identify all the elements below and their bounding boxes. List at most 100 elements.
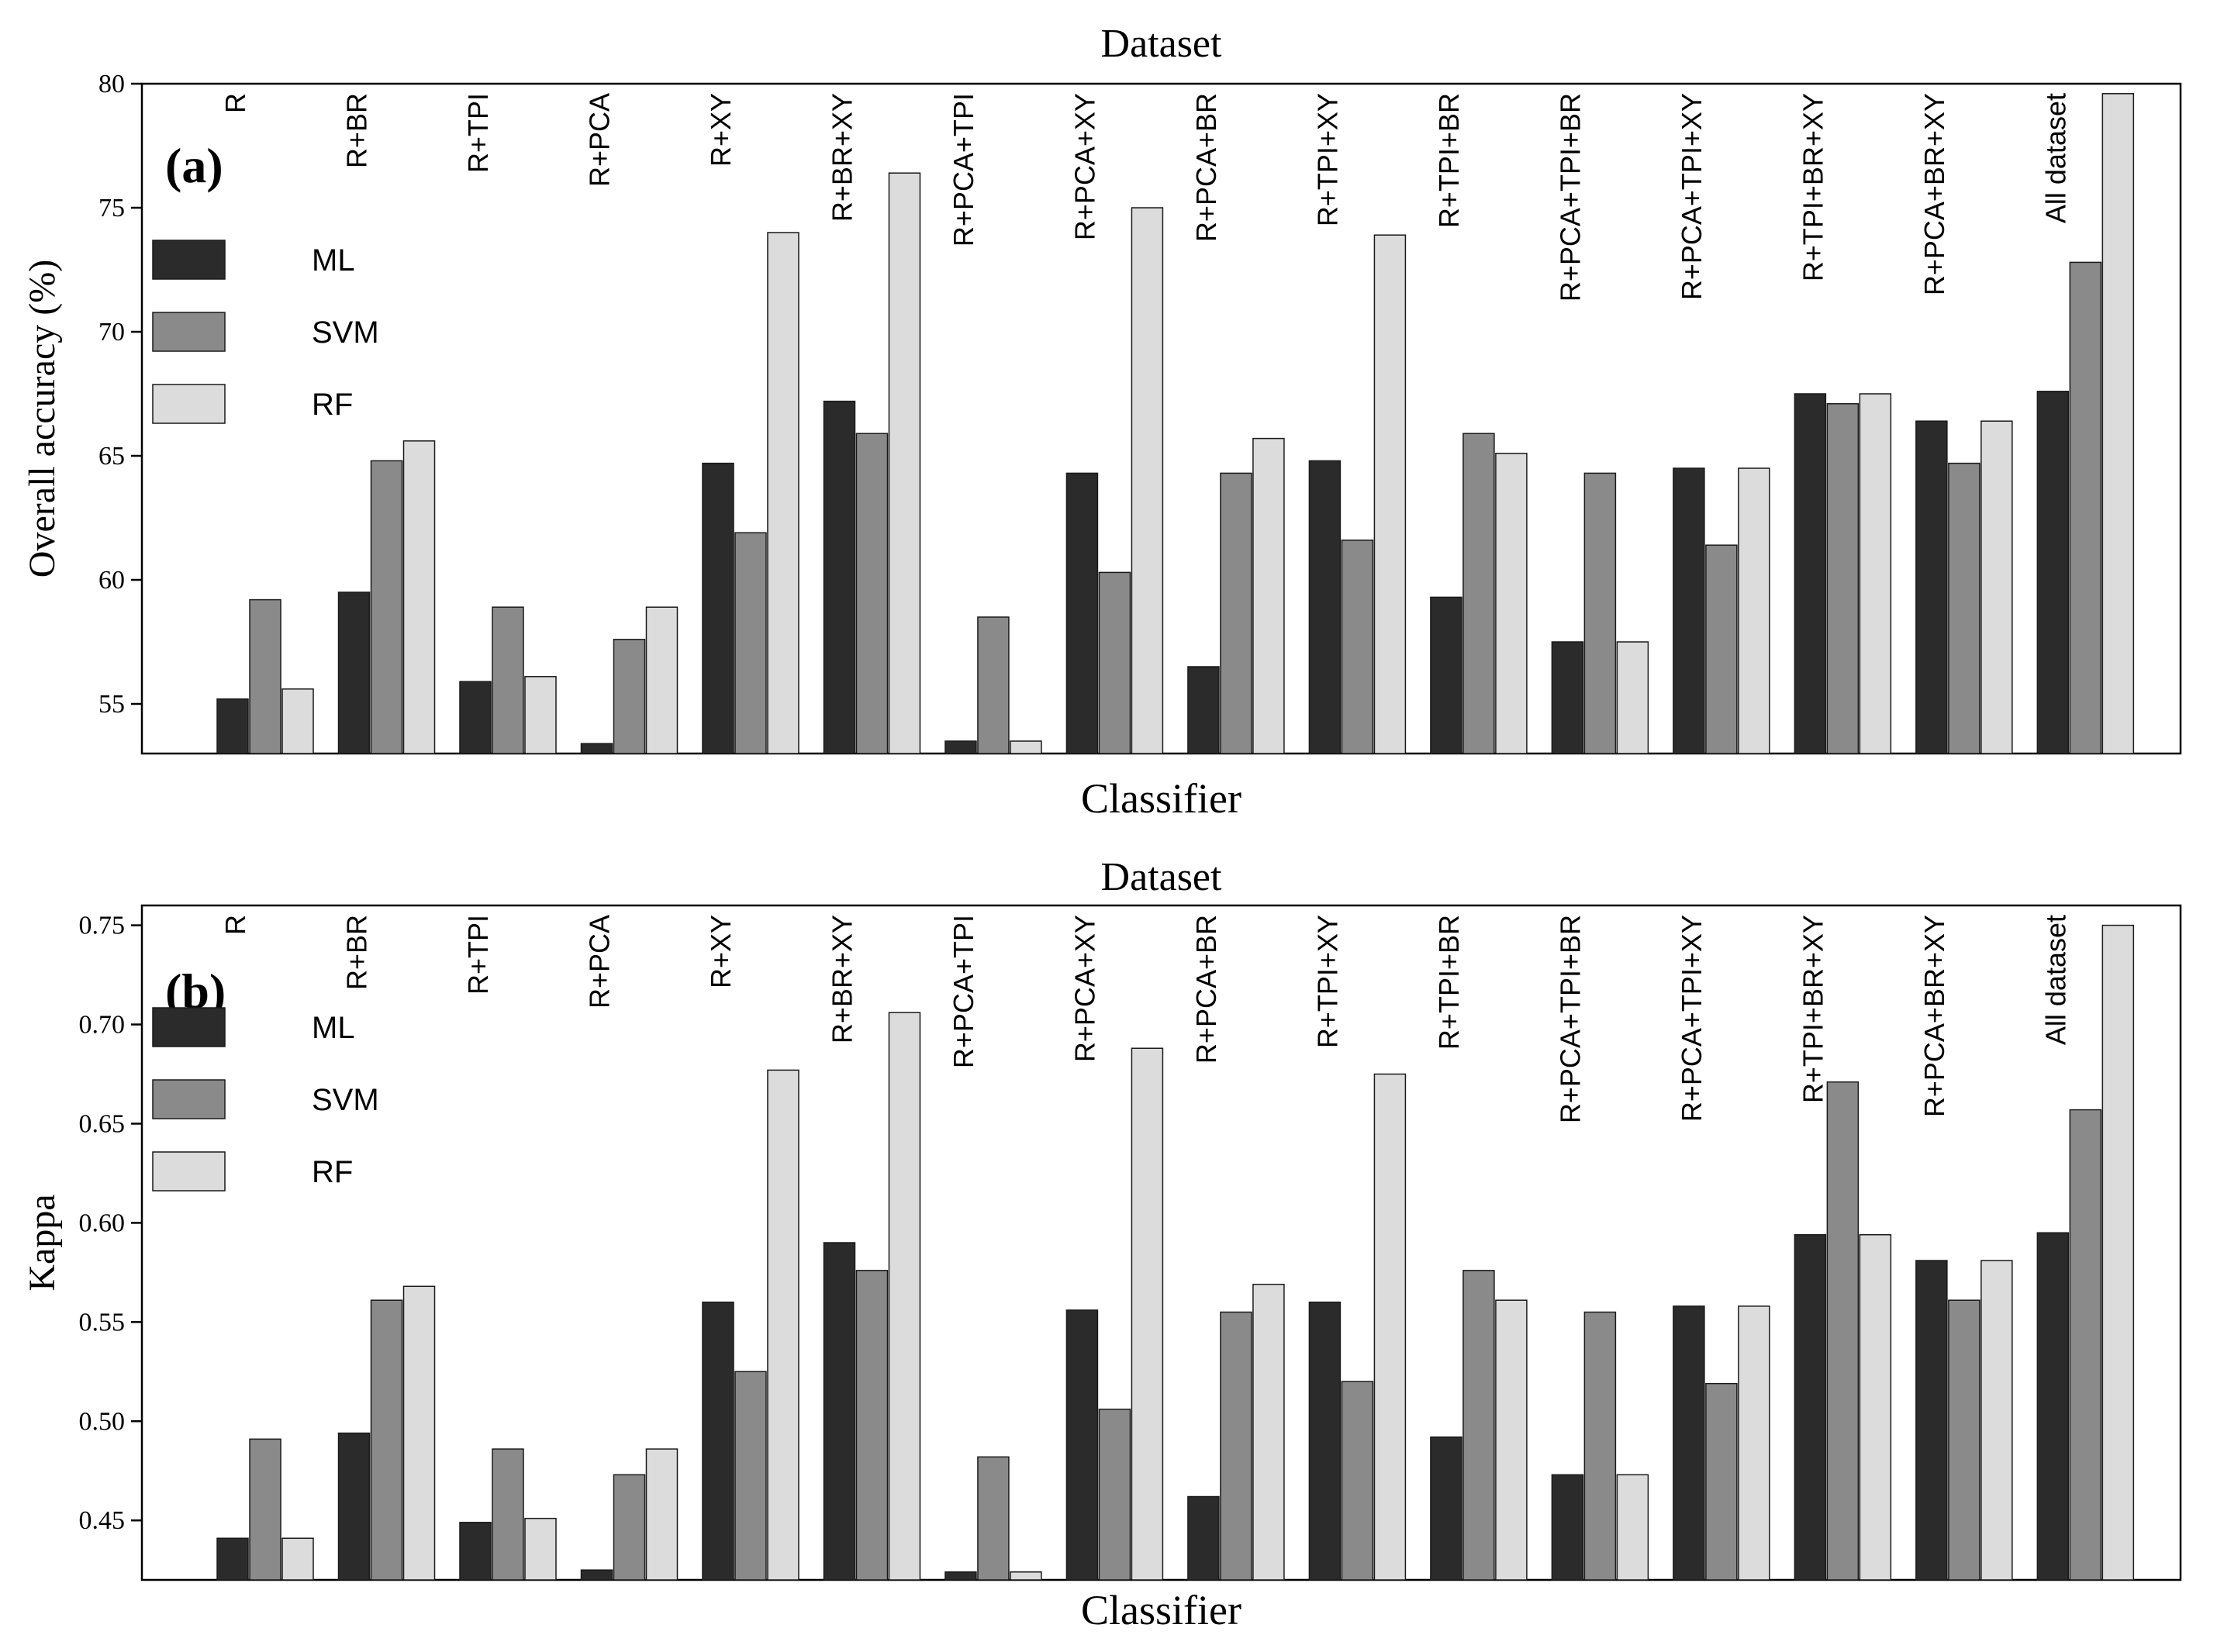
bar-ml: [1673, 1305, 1705, 1581]
legend: ML SVM RF: [152, 240, 379, 424]
category-label: R+PCA+BR+XY: [1918, 915, 1950, 1117]
bar-ml: [823, 1242, 856, 1581]
bar-svm: [1341, 1381, 1374, 1581]
bar-rf: [1373, 1073, 1407, 1581]
bar-svm: [1462, 1270, 1495, 1581]
category-label: R+BR: [341, 915, 373, 990]
bar-ml: [702, 462, 734, 754]
bar-rf: [1738, 1305, 1770, 1581]
bar-svm: [1583, 1311, 1617, 1581]
y-tick-label: 0.55: [79, 1308, 126, 1336]
legend-swatch-rf: [152, 384, 226, 424]
legend-label: SVM: [312, 316, 379, 350]
category-label: R: [219, 93, 251, 113]
bar-rf: [767, 232, 799, 754]
bar-svm: [1948, 1299, 1980, 1581]
bar-ml: [1308, 1302, 1342, 1581]
bar-svm: [734, 532, 767, 754]
category-label: R+PCA+TPI+BR: [1554, 915, 1586, 1123]
bar-ml: [1308, 460, 1342, 754]
bar-ml: [459, 1522, 492, 1581]
bar-svm: [977, 616, 1010, 754]
bar-ml: [459, 681, 492, 754]
chart-title: Dataset: [1101, 22, 1222, 66]
bar-ml: [1915, 420, 1948, 754]
bar-svm: [1948, 462, 1980, 754]
category-label: R+TPI+XY: [1311, 93, 1343, 226]
y-tick-label: 0.65: [79, 1109, 126, 1138]
y-tick-label: 0.60: [79, 1209, 126, 1237]
legend-label: RF: [312, 1155, 353, 1189]
bar-svm: [613, 1474, 646, 1581]
x-axis-label: Classifier: [1081, 775, 1241, 822]
bar-rf: [767, 1069, 799, 1581]
bar-ml: [337, 1432, 371, 1581]
chart-panel-b: 0.45 0.50 0.55 0.60 0.65 0.70 0.75 Dataset Class…: [22, 855, 2182, 1633]
category-label: R+PCA+TPI+XY: [1676, 915, 1708, 1122]
bar-rf: [1373, 234, 1407, 754]
category-label: R+PCA+TPI: [948, 93, 979, 247]
bar-svm: [613, 639, 646, 754]
category-label: R+TPI: [462, 915, 494, 995]
category-label: All dataset: [2039, 915, 2071, 1045]
bar-ml: [580, 743, 613, 754]
bar-svm: [1462, 433, 1495, 754]
legend: ML SVM RF: [152, 1007, 379, 1192]
bar-rf: [1616, 641, 1649, 754]
category-label: R+TPI+BR+XY: [1797, 93, 1829, 281]
chart-panel-a: 55 60 65 70 75 80 Dataset Classifier Overall acc…: [22, 22, 2182, 822]
bar-svm: [1826, 1081, 1860, 1581]
bar-svm: [370, 460, 403, 754]
category-label: R+TPI+XY: [1311, 915, 1343, 1048]
bar-rf: [402, 440, 436, 754]
bar-ml: [216, 1537, 249, 1581]
y-tick-label: 0.50: [79, 1407, 126, 1436]
category-label: R+PCA+BR+XY: [1918, 93, 1950, 295]
bar-svm: [977, 1456, 1010, 1581]
bar-ml: [702, 1302, 734, 1581]
bar-ml: [944, 1571, 977, 1581]
y-axis-label: Overall accuracy (%): [22, 260, 63, 578]
bar-svm: [1705, 1382, 1738, 1581]
category-label: All dataset: [2039, 93, 2071, 223]
bar-svm: [492, 1448, 524, 1581]
bar-ml: [1065, 1309, 1099, 1581]
bar-ml: [944, 740, 977, 754]
bar-rf: [1131, 207, 1164, 754]
bar-rf: [2101, 924, 2135, 1581]
y-axis-label: Kappa: [22, 1194, 63, 1291]
legend-swatch-rf: [152, 1151, 226, 1192]
bar-rf: [1980, 1260, 2013, 1581]
bar-ml: [1794, 393, 1827, 754]
bar-rf: [1252, 1283, 1285, 1581]
y-tick-label: 80: [98, 70, 125, 98]
bar-ml: [337, 591, 371, 754]
category-label: R+TPI+BR: [1433, 915, 1465, 1050]
bar-ml: [1430, 596, 1462, 754]
bar-svm: [1705, 544, 1738, 754]
category-label: R+PCA: [583, 93, 615, 187]
bar-rf: [1010, 740, 1042, 754]
bar-svm: [249, 1438, 281, 1581]
bar-rf: [1495, 453, 1528, 754]
bar-ml: [1430, 1436, 1462, 1581]
bar-svm: [1583, 472, 1617, 754]
bar-rf: [888, 1012, 921, 1581]
y-tick-label: 55: [98, 690, 125, 719]
bar-rf: [1131, 1047, 1164, 1581]
y-tick-label: 65: [98, 442, 125, 471]
category-label: R+TPI+BR: [1433, 93, 1465, 228]
category-label: R: [219, 915, 251, 935]
bar-svm: [249, 598, 281, 754]
bar-svm: [1341, 540, 1374, 754]
legend-swatch-ml: [152, 240, 226, 280]
bar-ml: [1915, 1260, 1948, 1581]
legend-label: SVM: [312, 1083, 379, 1117]
bar-svm: [370, 1299, 403, 1581]
bar-rf: [1495, 1299, 1528, 1581]
bar-rf: [281, 688, 314, 754]
y-tick-label: 0.70: [79, 1011, 126, 1040]
bar-rf: [1252, 437, 1285, 754]
x-axis-label: Classifier: [1081, 1587, 1241, 1633]
